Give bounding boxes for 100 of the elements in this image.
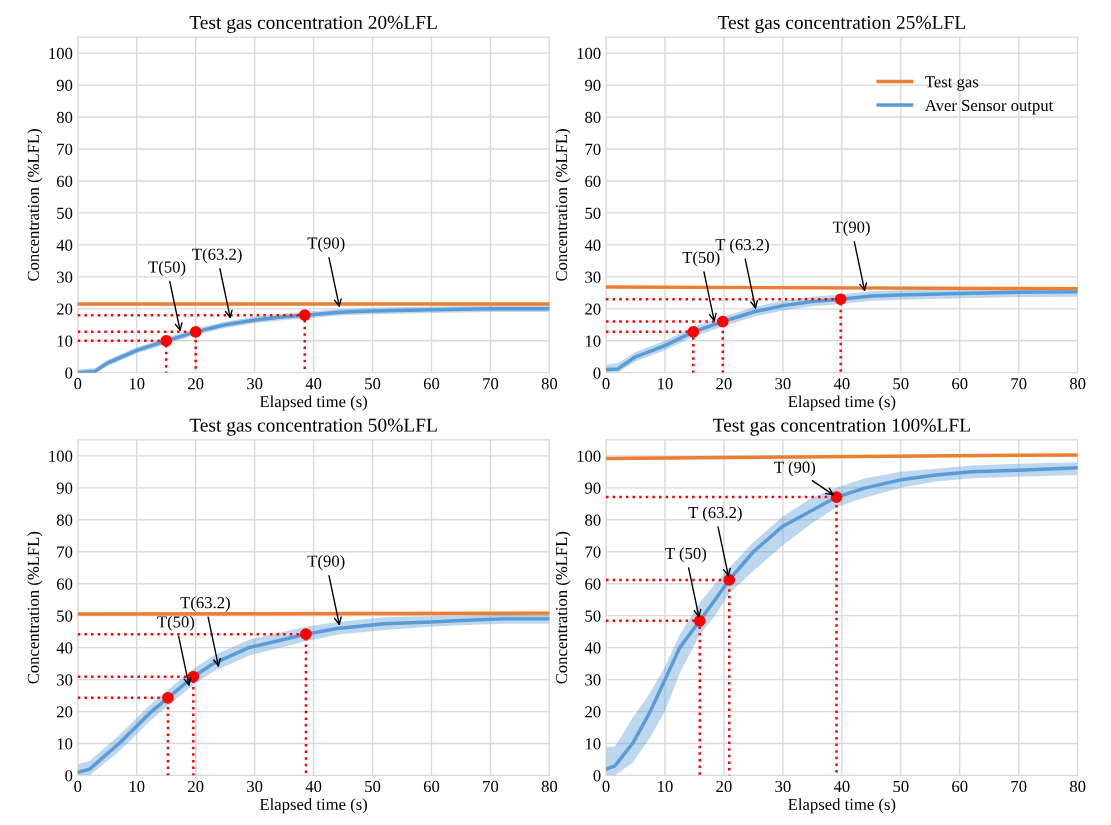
y-tick-label: 60 [585,578,601,590]
y-tick-label: 80 [56,514,73,526]
y-tick-label: 80 [585,111,601,123]
x-tick-label: 60 [423,378,440,390]
annotation: T (63.2) [688,506,742,522]
annotation: T(90) [832,220,870,237]
y-tick-label: 40 [584,239,601,251]
annotation: T (50) [665,547,707,563]
x-tick-label: 50 [893,378,909,390]
x-axis-title: Elapsed time (s) [259,798,368,814]
x-tick-label: 30 [775,378,791,390]
x-tick-label: 20 [716,378,732,390]
point [162,691,174,704]
y-axis-title: Concentration (%LFL) [27,129,43,281]
y-tick-label: 0 [593,367,601,379]
annotation: T(90) [307,555,345,571]
x-tick-label: 50 [365,378,381,390]
y-tick-label: 0 [65,770,73,782]
annotation: T(63.2) [192,248,242,264]
chart-title: Test gas concentration 20%LFL [189,15,437,33]
x-tick-label: 10 [129,378,145,390]
y-tick-label: 30 [585,271,601,283]
chart-title: Test gas concentration 50%LFL [189,418,437,436]
chart-title: Test gas concentration 25%LFL [717,15,965,33]
y-tick-label: 80 [585,514,601,526]
y-tick-label: 0 [65,367,73,379]
y-tick-label: 20 [585,303,601,315]
point [834,293,847,306]
x-tick-label: 80 [1069,780,1086,793]
y-tick-label: 70 [585,143,601,155]
y-tick-label: 0 [593,770,601,782]
y-tick-label: 90 [56,79,73,92]
y-tick-label: 20 [56,303,73,315]
y-axis-title: Concentration (%LFL) [555,531,571,684]
point [187,670,200,683]
point [723,574,736,586]
y-tick-label: 60 [56,175,73,187]
y-axis-title: Concentration (%LFL) [27,531,43,684]
x-tick-label: 50 [365,780,381,793]
x-tick-label: 0 [602,378,610,390]
x-tick-label: 10 [129,780,145,793]
x-tick-label: 20 [188,378,204,390]
x-tick-label: 40 [305,378,322,390]
x-tick-label: 60 [952,780,968,793]
x-tick-label: 20 [188,780,204,793]
x-tick-label: 40 [833,780,850,793]
x-tick-label: 0 [602,780,610,793]
annotation: T (90) [774,461,816,477]
annotation: T(50) [157,615,195,631]
x-tick-label: 80 [541,780,558,793]
x-tick-label: 10 [658,780,673,793]
x-tick-label: 70 [1011,378,1027,390]
point [830,491,843,503]
y-tick-label: 100 [49,450,73,462]
x-tick-label: 40 [305,780,322,793]
x-tick-label: 30 [247,378,263,390]
annotation: T(50) [148,260,186,277]
x-tick-label: 60 [952,378,968,390]
y-tick-label: 40 [584,642,601,654]
x-tick-label: 70 [483,378,499,390]
y-tick-label: 10 [57,738,73,750]
y-tick-label: 90 [585,482,601,494]
chart-title: Test gas concentration 100%LFL [713,418,970,436]
y-tick-label: 80 [56,111,73,123]
y-tick-label: 90 [56,482,73,494]
x-tick-label: 30 [775,780,791,793]
y-axis-title: Concentration (%LFL) [555,129,571,281]
y-tick-label: 70 [585,546,601,558]
y-tick-label: 50 [585,610,601,622]
x-tick-label: 80 [1069,378,1086,390]
x-tick-label: 70 [483,780,499,793]
x-tick-label: 0 [74,780,82,793]
x-tick-label: 60 [423,780,440,793]
point [300,628,312,641]
y-tick-label: 50 [57,207,73,219]
y-tick-label: 100 [577,450,601,462]
point [693,614,706,627]
y-tick-label: 50 [57,610,73,622]
y-tick-label: 40 [56,642,73,654]
x-tick-label: 40 [833,378,850,390]
y-tick-label: 30 [57,271,73,283]
x-tick-label: 0 [74,378,82,390]
y-tick-label: 10 [585,335,601,347]
annotation: T(63.2) [180,596,230,612]
legend-label: Aver Sensor output [925,99,1054,115]
y-tick-label: 30 [585,674,601,686]
x-axis-title: Elapsed time (s) [788,798,896,814]
x-tick-label: 10 [658,378,673,390]
y-tick-label: 50 [585,207,601,219]
y-tick-label: 70 [57,143,73,155]
y-tick-label: 40 [56,239,73,251]
y-tick-label: 90 [585,79,601,92]
x-axis-title: Elapsed time (s) [259,395,368,411]
x-tick-label: 20 [716,780,732,793]
y-tick-label: 10 [57,335,73,347]
y-tick-label: 100 [49,47,73,60]
y-tick-label: 30 [57,674,73,686]
point [716,315,729,328]
y-tick-label: 60 [585,175,601,187]
point [687,325,700,338]
